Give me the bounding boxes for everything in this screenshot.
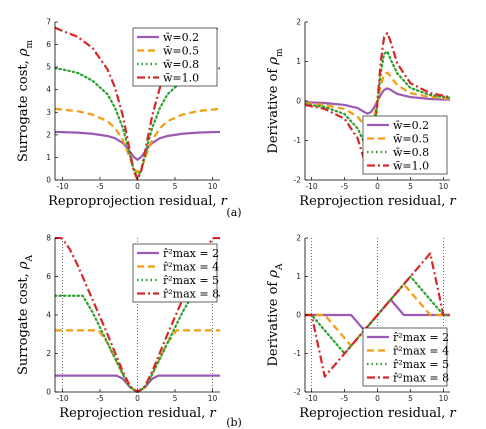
x-tick-label: -10 bbox=[305, 394, 317, 403]
x-tick-label: 10 bbox=[208, 182, 218, 191]
y-tick-label: 1 bbox=[296, 57, 301, 66]
x-tick-label: 10 bbox=[439, 394, 449, 403]
caption-b: (b) bbox=[226, 416, 242, 429]
series-line bbox=[55, 107, 220, 174]
x-axis-label: Reprojection residual, r bbox=[59, 406, 216, 421]
chart-panel-1: -10 -5 0 5 10 0 1 2 3 4 5 6 7 Reproprojection residua… bbox=[16, 18, 228, 210]
x-tick-label: -10 bbox=[56, 182, 68, 191]
x-tick-label: 0 bbox=[135, 182, 140, 191]
y-tick-label: -2 bbox=[294, 176, 302, 185]
y-tick-label: 6 bbox=[46, 40, 51, 49]
legend-entry: r̂²max = 8 bbox=[393, 371, 449, 384]
x-tick-label: 0 bbox=[375, 182, 380, 191]
chart-panel-3: -10 -5 0 5 10 0 2 4 6 8 Reprojection residual, r Su… bbox=[16, 234, 220, 421]
legend-entry: r̂²max = 8 bbox=[163, 287, 219, 300]
legend-entry: w̄=0.8 bbox=[393, 146, 429, 159]
x-tick-label: -5 bbox=[96, 182, 104, 191]
x-tick-label: 10 bbox=[208, 394, 218, 403]
caption-a: (a) bbox=[226, 206, 241, 219]
x-axis-label: Reproprojection residual, r bbox=[48, 194, 228, 209]
x-tick-label: 0 bbox=[375, 394, 380, 403]
y-tick-label: -1 bbox=[294, 136, 302, 145]
y-axis-label: Surrogate cost, ρA bbox=[16, 254, 35, 375]
x-tick-label: 10 bbox=[439, 182, 449, 191]
legend-entry: r̂²max = 2 bbox=[393, 331, 449, 344]
legend-entry: r̂²max = 4 bbox=[163, 260, 219, 273]
legend-entry: w̄=0.5 bbox=[393, 132, 429, 145]
legend-entry: w̄=1.0 bbox=[163, 71, 199, 84]
series-line bbox=[305, 252, 450, 378]
x-tick-label: -10 bbox=[56, 394, 68, 403]
y-tick-label: 2 bbox=[296, 234, 301, 243]
legend-entry: r̂²max = 5 bbox=[393, 358, 449, 371]
legend: r̂²max = 2r̂²max = 4r̂²max = 5r̂²max = 8 bbox=[132, 243, 219, 303]
y-tick-label: 4 bbox=[46, 85, 51, 94]
x-tick-label: -5 bbox=[96, 394, 104, 403]
x-tick-label: 5 bbox=[173, 394, 178, 403]
y-axis-label: Derivative of ρm bbox=[266, 48, 285, 154]
x-tick-label: -5 bbox=[341, 182, 349, 191]
y-tick-label: 8 bbox=[46, 234, 51, 243]
x-tick-label: 5 bbox=[408, 182, 413, 191]
legend-entry: r̂²max = 4 bbox=[393, 344, 449, 357]
y-tick-label: 0 bbox=[46, 388, 51, 397]
legend: w̄=0.2w̄=0.5w̄=0.8w̄=1.0 bbox=[132, 27, 218, 87]
y-tick-label: 0 bbox=[296, 311, 301, 320]
y-axis-label: Derivative of ρA bbox=[266, 263, 285, 367]
legend-entry: w̄=0.8 bbox=[163, 58, 199, 71]
y-tick-label: 0 bbox=[46, 176, 51, 185]
y-tick-label: 7 bbox=[46, 18, 51, 27]
y-tick-label: 4 bbox=[46, 311, 51, 320]
y-tick-label: 1 bbox=[296, 272, 301, 281]
series-line bbox=[55, 130, 220, 161]
x-tick-label: 0 bbox=[135, 394, 140, 403]
y-axis-label: Surrogate cost, ρm bbox=[16, 39, 35, 162]
legend-entry: w̄=0.2 bbox=[163, 31, 199, 44]
legend-entry: w̄=1.0 bbox=[393, 159, 429, 172]
x-tick-label: -10 bbox=[305, 182, 317, 191]
series-line bbox=[305, 31, 450, 171]
x-tick-label: 5 bbox=[408, 394, 413, 403]
x-tick-label: -5 bbox=[341, 394, 349, 403]
y-tick-label: 6 bbox=[46, 272, 51, 281]
legend-entry: r̂²max = 5 bbox=[163, 274, 219, 287]
x-tick-label: 5 bbox=[173, 182, 178, 191]
y-tick-label: 3 bbox=[46, 108, 51, 117]
y-tick-label: 1 bbox=[46, 153, 51, 162]
legend-entry: r̂²max = 2 bbox=[163, 247, 219, 260]
y-tick-label: 2 bbox=[46, 349, 51, 358]
y-tick-label: 2 bbox=[296, 18, 301, 27]
legend-entry: w̄=0.5 bbox=[163, 44, 199, 57]
y-tick-label: -2 bbox=[294, 388, 302, 397]
legend: r̂²max = 2r̂²max = 4r̂²max = 5r̂²max = 8 bbox=[362, 327, 449, 387]
x-axis-label: Reprojection residual, r bbox=[299, 194, 456, 209]
y-tick-label: 0 bbox=[296, 97, 301, 106]
series-line bbox=[55, 329, 220, 393]
y-tick-label: 5 bbox=[46, 63, 51, 72]
y-tick-label: 2 bbox=[46, 130, 51, 139]
x-axis-label: Reprojection residual, r bbox=[299, 406, 456, 421]
legend-entry: w̄=0.2 bbox=[393, 119, 429, 132]
y-tick-label: -1 bbox=[294, 349, 302, 358]
legend: w̄=0.2w̄=0.5w̄=0.8w̄=1.0 bbox=[362, 115, 448, 175]
